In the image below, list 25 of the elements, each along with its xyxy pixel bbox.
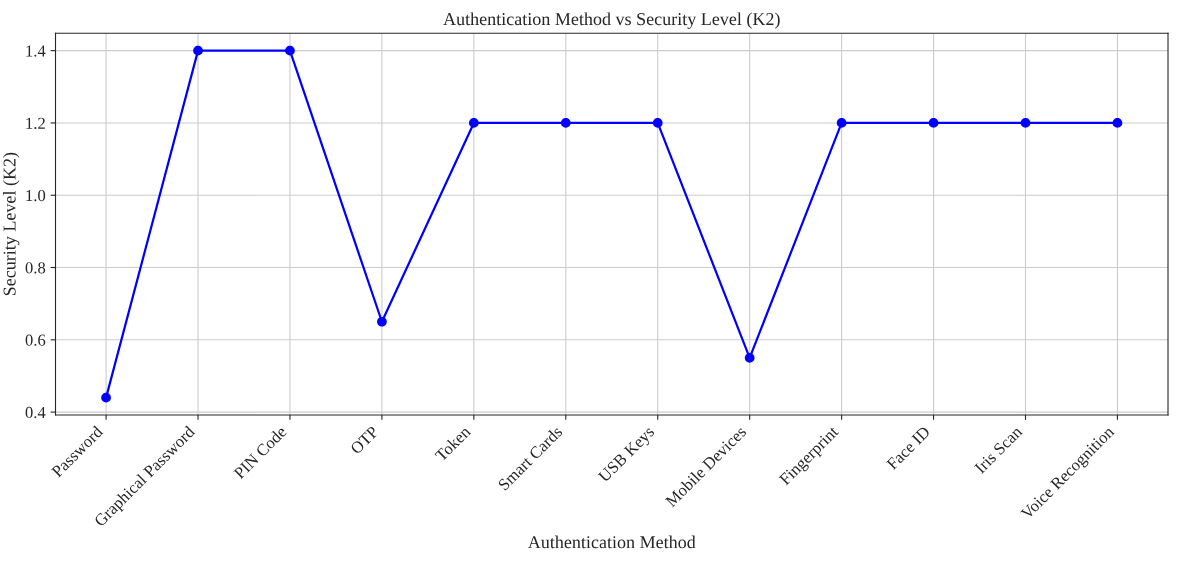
x-axis-title: Authentication Method — [527, 535, 696, 549]
point — [468, 118, 479, 128]
point — [836, 118, 847, 128]
x-tick-label: PIN Code — [232, 425, 288, 480]
point — [377, 316, 387, 327]
y-tick-label: 1.0 — [26, 189, 46, 202]
point — [285, 45, 295, 56]
x-tick-label: OTP — [349, 425, 380, 455]
x-tick-label: Face ID — [886, 425, 931, 471]
point — [1020, 118, 1031, 128]
point — [744, 353, 755, 363]
y-tick-label: 0.6 — [25, 334, 46, 346]
point — [652, 118, 663, 128]
point — [101, 392, 111, 403]
y-tick-label: 1.4 — [26, 45, 46, 57]
y-axis-title: Security Level (K2) — [2, 152, 20, 296]
point — [193, 45, 203, 56]
point — [1112, 118, 1123, 128]
x-tick-label: Iris Scan — [974, 425, 1023, 475]
y-tick-label: 0.8 — [25, 262, 46, 274]
y-tick-label: 0.4 — [25, 406, 46, 419]
chart-title: Authentication Method vs Security Level (K2) — [443, 12, 780, 29]
point — [560, 118, 571, 128]
y-tick-label: 1.2 — [26, 117, 45, 129]
point — [928, 118, 939, 128]
